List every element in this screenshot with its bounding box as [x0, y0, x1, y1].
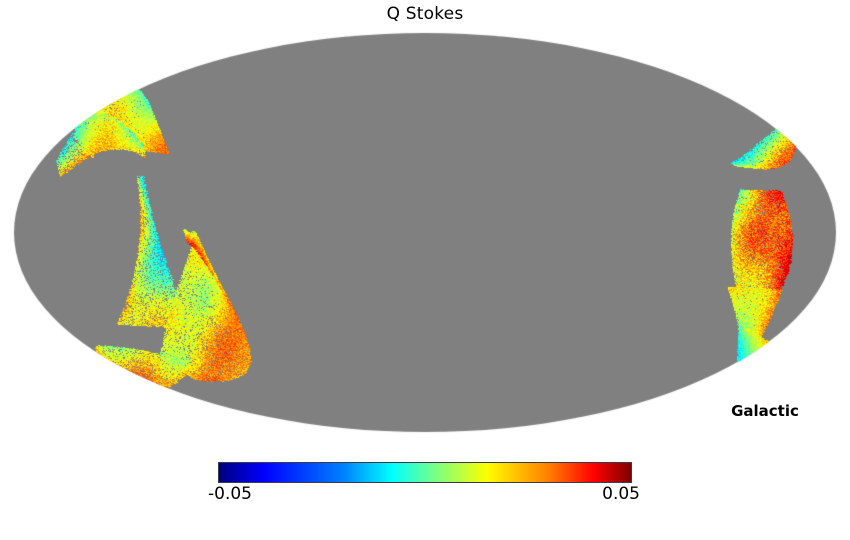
colorbar-ticks: -0.05 0.05 — [208, 484, 640, 508]
colorbar-max-label: 0.05 — [602, 484, 640, 504]
coordinate-frame-label: Galactic — [731, 402, 799, 420]
colorbar-gradient — [218, 462, 632, 483]
colorbar-min-label: -0.05 — [208, 484, 252, 504]
colorbar: -0.05 0.05 — [208, 462, 640, 508]
